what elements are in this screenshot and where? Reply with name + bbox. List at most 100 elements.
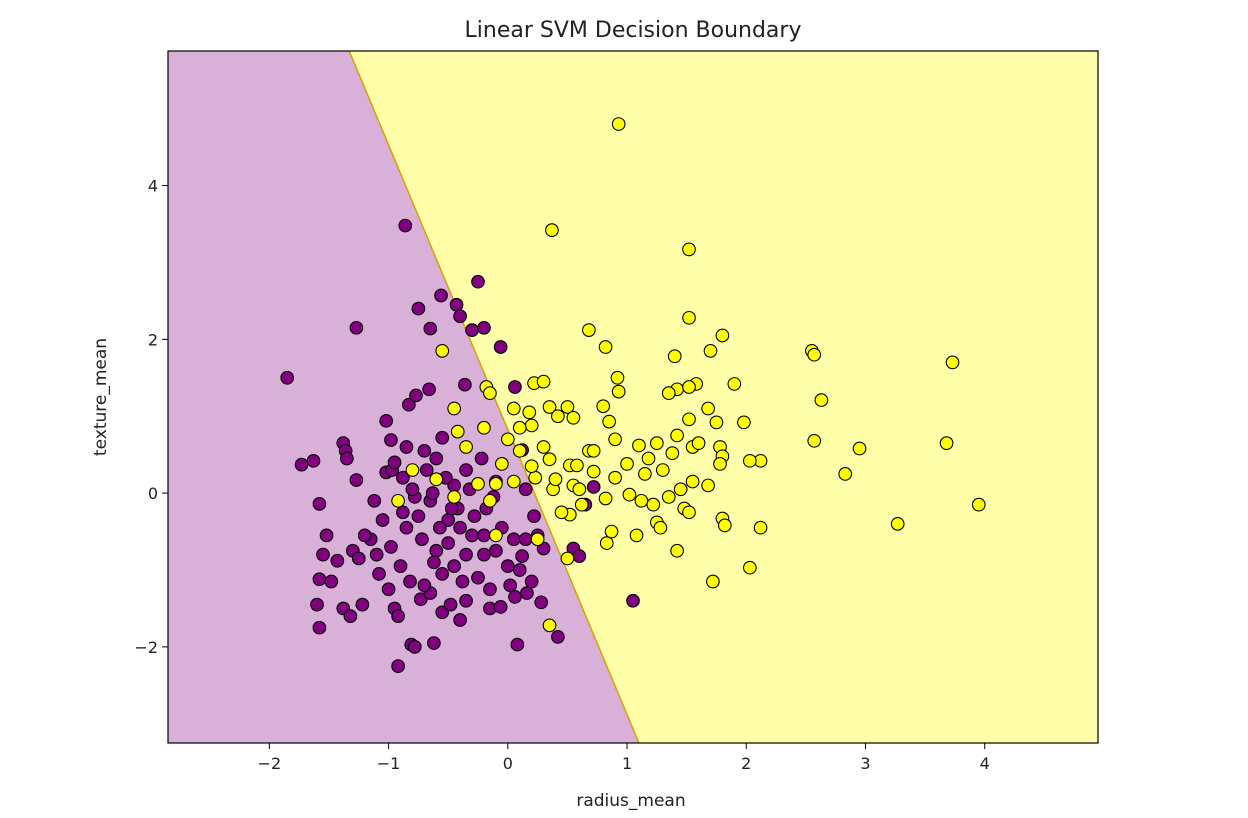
class-1-point [703, 344, 718, 358]
class-0-point [398, 218, 413, 233]
plot-clip-group [168, 51, 1098, 743]
class-0-point [477, 547, 491, 562]
class-0-point [435, 605, 450, 620]
plot-frame [167, 50, 1099, 744]
class-0-point [534, 595, 549, 610]
y-tick-label: 4 [148, 177, 158, 196]
class-1-point [753, 520, 768, 535]
class-1-point [670, 543, 684, 558]
x-tick-label: 1 [622, 754, 632, 773]
class-1-point [554, 505, 569, 520]
x-axis-label: radius_mean [576, 791, 685, 811]
class-1-point [459, 440, 473, 454]
class-0-point [515, 549, 529, 564]
class-1-point [838, 467, 853, 481]
plot-area: −2 −1 0 1 2 3 4 −2 0 2 4 [134, 50, 1099, 773]
class-0-point [425, 486, 440, 500]
class-1-point [701, 401, 715, 416]
class-0-point [477, 528, 491, 543]
class-1-point [608, 470, 622, 485]
class-1-point [717, 518, 732, 533]
class-0-point [396, 505, 410, 520]
class-1-point [536, 374, 551, 389]
class-0-point [518, 482, 533, 497]
class-1-point [610, 370, 625, 385]
class-1-point [596, 399, 611, 414]
class-1-point [852, 441, 867, 456]
class-1-point [483, 386, 497, 401]
class-1-point [494, 457, 509, 471]
class-1-point [608, 432, 622, 447]
class-0-point [435, 566, 450, 581]
class-1-point [742, 453, 757, 468]
class-0-point [453, 520, 467, 535]
class-0-point [489, 543, 503, 558]
class-1-point [536, 440, 551, 454]
x-tick-label: −2 [258, 754, 282, 773]
class-1-point [391, 493, 405, 508]
class-0-point [508, 380, 522, 394]
class-0-point [465, 323, 479, 337]
class-0-point [393, 559, 408, 574]
class-1-point [566, 410, 581, 425]
class-1-point [471, 477, 485, 491]
class-0-point [343, 609, 358, 623]
class-1-point [512, 443, 527, 458]
class-0-point [349, 473, 364, 487]
class-0-point [375, 513, 390, 527]
class-1-point [551, 409, 565, 424]
x-tick-label: 2 [741, 754, 751, 773]
class-1-point [682, 505, 696, 520]
class-0-point [387, 455, 402, 470]
class-1-point [429, 472, 444, 487]
class-0-point [493, 600, 508, 614]
class-0-point [520, 586, 534, 600]
class-0-point [415, 532, 429, 547]
class-1-point [646, 497, 661, 512]
class-1-point [638, 467, 652, 481]
class-0-point [381, 582, 396, 597]
class-1-point [620, 457, 634, 471]
class-0-point [493, 340, 508, 354]
class-0-point [312, 620, 327, 635]
x-tick-label: 0 [503, 754, 513, 773]
class-1-point [634, 493, 649, 508]
class-1-point [685, 474, 700, 489]
class-0-point [417, 578, 432, 593]
class-0-point [384, 433, 398, 447]
class-1-point [661, 386, 676, 401]
class-1-point [599, 536, 614, 550]
class-0-point [372, 566, 386, 581]
class-0-point [417, 443, 432, 458]
class-1-point [512, 420, 527, 435]
class-1-point [483, 493, 497, 508]
class-1-point [611, 117, 626, 131]
class-0-point [483, 582, 497, 597]
class-1-point [570, 458, 584, 473]
y-tick-label: 2 [148, 330, 158, 349]
class-0-point [324, 574, 339, 589]
class-0-point [626, 593, 640, 608]
class-1-point [506, 474, 521, 489]
class-1-point [706, 574, 720, 589]
class-1-point [560, 400, 575, 414]
class-0-point [369, 547, 384, 562]
class-1-point [939, 436, 954, 450]
class-1-point [602, 414, 617, 429]
class-0-point [432, 520, 447, 535]
class-1-point [709, 415, 724, 430]
class-0-point [310, 597, 324, 612]
class-0-point [306, 453, 321, 468]
class-0-point [351, 551, 366, 566]
class-0-point [441, 536, 456, 550]
class-0-point [399, 520, 414, 535]
class-1-point [701, 478, 715, 493]
class-1-point [890, 517, 905, 531]
class-0-point [467, 509, 482, 524]
class-0-point [453, 309, 467, 324]
class-1-point [489, 528, 503, 543]
class-1-point [450, 424, 465, 439]
class-0-point [586, 480, 601, 494]
class-1-point [542, 400, 557, 414]
class-1-point [629, 528, 644, 543]
